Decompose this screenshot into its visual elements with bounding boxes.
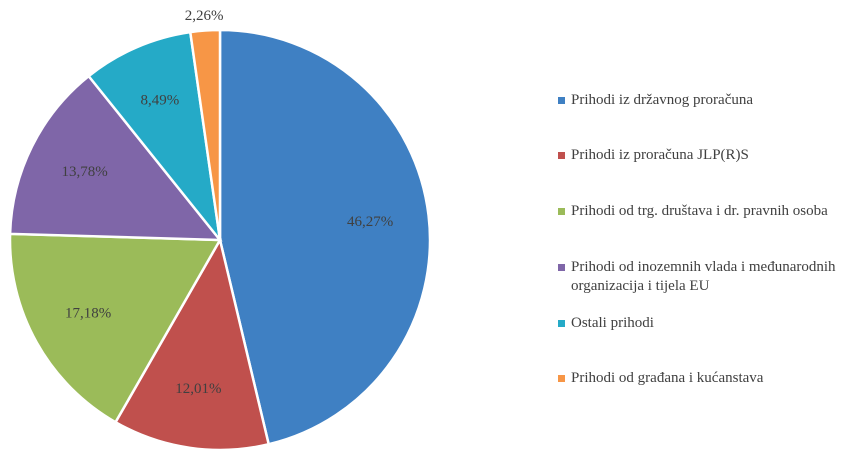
legend-label: Prihodi iz proračuna JLP(R)S — [571, 147, 749, 163]
data-label: 13,78% — [62, 164, 108, 180]
legend-swatch — [558, 152, 565, 159]
legend-item: Prihodi iz državnog proračuna — [558, 91, 863, 110]
legend-label: Prihodi od građana i kućanstava — [571, 370, 764, 386]
pie-slice — [218, 28, 432, 446]
legend-swatch — [558, 208, 565, 215]
pie-slice — [8, 74, 223, 242]
legend-label: Prihodi iz državnog proračuna — [571, 92, 754, 108]
legend-label: Prihodi od trg. društava i dr. pravnih o… — [571, 203, 828, 219]
data-label: 8,49% — [141, 93, 180, 109]
legend-swatch — [558, 320, 565, 327]
pie-slice — [113, 236, 271, 452]
legend-swatch — [558, 97, 565, 104]
legend-swatch — [558, 375, 565, 382]
data-label: 2,26% — [185, 8, 224, 24]
legend-item: Prihodi iz proračuna JLP(R)S — [558, 146, 863, 165]
legend-item: Prihodi od inozemnih vlada i međunarodni… — [558, 258, 863, 296]
data-label: 17,18% — [65, 305, 111, 321]
legend-item: Ostali prihodi — [558, 314, 863, 333]
pie-slice — [86, 30, 222, 245]
legend-label: Ostali prihodi — [571, 315, 654, 331]
legend-item: Prihodi od građana i kućanstava — [558, 369, 863, 388]
pie-slice — [188, 28, 222, 241]
legend-label: Prihodi od inozemnih vlada i međunarodni… — [571, 259, 836, 294]
data-label: 12,01% — [175, 381, 221, 397]
data-label: 46,27% — [347, 214, 393, 230]
pie-slice — [8, 232, 223, 424]
legend-item: Prihodi od trg. društava i dr. pravnih o… — [558, 202, 863, 221]
legend-swatch — [558, 264, 565, 271]
